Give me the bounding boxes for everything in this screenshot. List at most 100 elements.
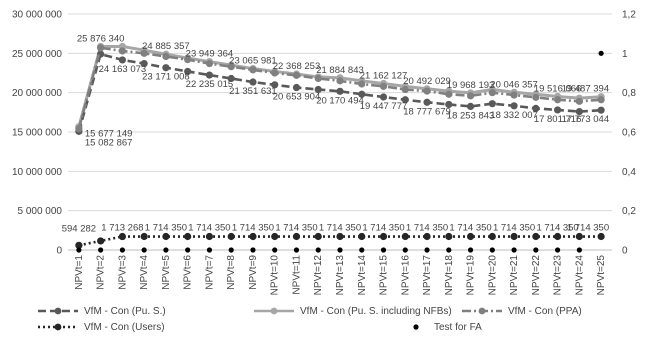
data-point	[380, 247, 387, 253]
data-point	[466, 92, 475, 100]
data-point	[445, 232, 453, 241]
data-point	[510, 102, 518, 110]
data-label: 1 713 268	[101, 223, 143, 234]
data-label: 22 368 253	[273, 61, 321, 72]
data-point	[466, 232, 475, 241]
data-label: 23 065 981	[229, 56, 277, 67]
data-label: 19 447 777	[360, 101, 408, 112]
x-tick-label: NPVt=17	[422, 255, 433, 296]
x-tick-label: NPVt=18	[444, 255, 455, 296]
legend-label: VfM - Con (PPA)	[508, 306, 582, 317]
data-point	[314, 74, 322, 83]
data-point	[401, 232, 409, 241]
data-label: 19 487 394	[562, 84, 610, 95]
data-point	[250, 247, 256, 253]
data-label: 1 714 350	[188, 223, 230, 234]
data-point	[597, 232, 605, 241]
data-point	[336, 77, 344, 85]
data-point	[205, 71, 214, 79]
data-label: 24 163 073	[99, 64, 147, 75]
data-label: 1 714 350	[145, 223, 187, 234]
x-tick-label: NPVt=2	[96, 255, 107, 290]
data-label: 1 714 350	[567, 223, 609, 234]
x-tick-label: NPVt=16	[400, 255, 411, 296]
data-point	[293, 247, 300, 253]
data-point	[140, 59, 148, 68]
data-point	[336, 232, 344, 241]
data-point	[532, 93, 540, 101]
data-point	[554, 106, 562, 114]
y-left-tick-label: 30 000 000	[12, 10, 62, 21]
series-4	[76, 50, 604, 253]
data-point	[163, 247, 169, 253]
x-tick-label: NPVt=1	[74, 255, 85, 290]
x-tick-label: NPVt=22	[531, 255, 542, 296]
data-point	[555, 247, 561, 253]
legend-item: Test for FA	[413, 322, 482, 333]
legend-marker	[270, 307, 278, 315]
data-point	[575, 232, 583, 241]
data-point	[511, 247, 517, 253]
data-point	[249, 66, 257, 74]
data-point	[401, 85, 409, 94]
x-tick-label: NPVt=15	[379, 255, 390, 296]
data-label: 1 714 350	[406, 223, 448, 234]
data-label: 18 253 843	[447, 110, 495, 121]
data-point	[162, 64, 170, 72]
x-tick-label: NPVt=7	[204, 255, 215, 290]
data-point	[402, 247, 408, 253]
data-point	[271, 69, 279, 77]
data-point	[292, 83, 301, 92]
data-point	[379, 93, 388, 101]
data-point	[184, 56, 192, 64]
y-right-tick-label: 0,8	[622, 88, 636, 99]
legend-label: VfM - Con (Pu. S. including NFBs)	[300, 306, 452, 317]
data-point	[292, 71, 301, 79]
data-point	[533, 247, 539, 253]
legend-item: VfM - Con (Pu. S.)	[38, 306, 166, 317]
data-point	[184, 67, 192, 76]
data-point	[272, 247, 278, 253]
data-point	[140, 232, 148, 241]
series-2	[75, 44, 605, 133]
data-point	[227, 63, 235, 71]
legend-marker	[413, 324, 419, 330]
y-left-tick-label: 0	[56, 246, 62, 257]
data-point	[75, 125, 83, 133]
y-right-tick-label: 0,2	[622, 206, 636, 217]
data-label: 18 777 679	[403, 106, 451, 117]
data-label: 17 773 044	[562, 114, 610, 125]
data-point	[76, 247, 82, 253]
data-point	[401, 96, 409, 104]
data-point	[118, 47, 126, 55]
data-point	[97, 237, 105, 245]
data-label: 17 801 716	[534, 114, 582, 125]
y-right-tick-label: 1	[622, 49, 628, 60]
data-point	[488, 232, 496, 241]
data-point	[227, 232, 235, 241]
x-tick-label: NPVt=23	[553, 255, 564, 296]
data-point	[446, 247, 452, 253]
y-right-tick-label: 1,2	[622, 10, 636, 21]
data-label: 18 332 007	[490, 110, 538, 121]
data-point	[489, 247, 495, 253]
data-point	[423, 98, 431, 106]
data-point	[140, 49, 148, 57]
data-label: 15 677 149	[85, 129, 133, 140]
data-point	[336, 87, 344, 95]
legend-marker	[478, 307, 486, 315]
data-point	[554, 96, 562, 104]
x-tick-label: NPVt=3	[117, 255, 128, 290]
data-point	[118, 56, 126, 64]
y-axis-right: 0 0,2 0,4 0,6 0,8 1 1,2	[622, 10, 636, 257]
data-point	[575, 97, 583, 105]
data-point	[227, 74, 235, 83]
data-point	[162, 232, 170, 241]
x-tick-label: NPVt=9	[248, 255, 259, 290]
data-label: 20 653 904	[273, 92, 321, 103]
legend: VfM - Con (Pu. S.) VfM - Con (Pu. S. incl…	[38, 306, 582, 333]
data-point	[118, 232, 126, 241]
y-left-tick-label: 5 000 000	[18, 206, 63, 217]
x-tick-label: NPVt=14	[357, 255, 368, 296]
